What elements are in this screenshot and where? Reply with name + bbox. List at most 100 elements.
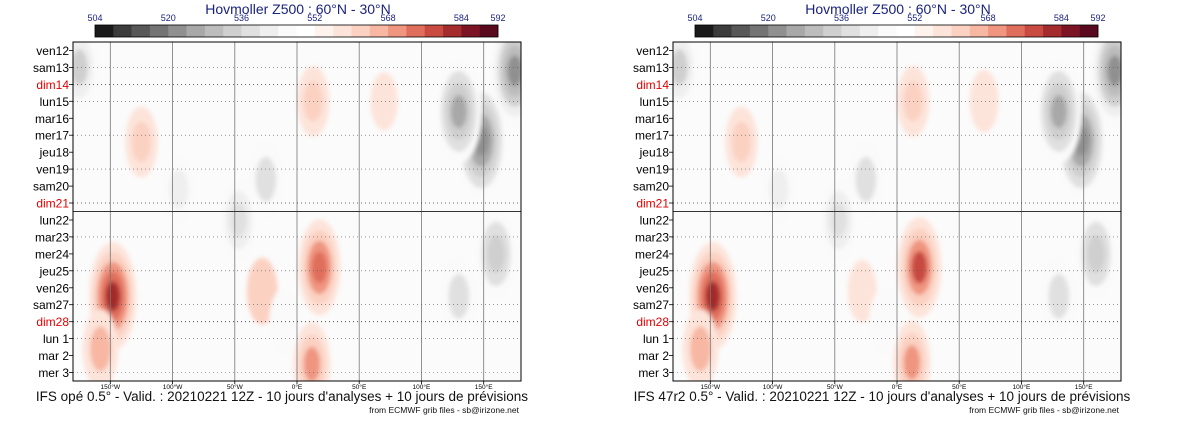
z500-contour-level	[105, 281, 121, 312]
x-tick-label: 150°W	[701, 383, 721, 391]
colorbar-tick-label: 552	[307, 13, 322, 23]
colorbar-swatch	[859, 25, 879, 37]
z500-contour-level	[1107, 55, 1121, 87]
colorbar-swatch	[841, 25, 861, 37]
y-tick-label: sam27	[633, 298, 669, 312]
colorbar-swatch	[914, 25, 934, 37]
colorbar-swatch	[259, 25, 279, 37]
z500-feature	[246, 257, 278, 325]
colorbar-swatch	[896, 25, 916, 37]
hovmoller-chart-ifs-ope: Hovmoller Z500 : 60°N - 30°N 504 520 536 552…	[33, 1, 528, 415]
z500-contour-level	[131, 121, 151, 163]
colorbar-swatch	[314, 25, 334, 37]
chart-credit: from ECMWF grib files - sb@irizone.net	[969, 405, 1119, 415]
z500-contour-level	[1048, 273, 1070, 319]
colorbar-swatch	[1079, 25, 1099, 37]
colorbar-swatch	[479, 25, 499, 37]
colorbar-swatch	[988, 25, 1007, 37]
colorbar-swatch	[95, 25, 114, 37]
y-tick-label: lun 1	[43, 332, 69, 346]
z500-contour-level	[869, 288, 900, 356]
z500-feature	[125, 106, 158, 178]
z500-feature	[475, 207, 517, 300]
colorbar-swatch	[168, 25, 187, 37]
chart-title: Hovmoller Z500 : 60°N - 30°N	[805, 1, 991, 17]
colorbar-swatch	[113, 25, 132, 37]
x-tick-label: 0°E	[892, 383, 903, 391]
chart-footer: IFS opé 0.5° - Valid. : 20210221 12Z - 1…	[36, 389, 528, 404]
chart-footer: IFS 47r2 0.5° - Valid. : 20210221 12Z - …	[634, 389, 1131, 404]
z500-field	[73, 42, 521, 381]
y-tick-label: jeu25	[639, 264, 670, 278]
z500-contour-level	[673, 49, 688, 86]
x-tick-label: 0°E	[292, 383, 303, 391]
colorbar-swatch	[1024, 25, 1044, 37]
colorbar-swatch	[388, 25, 407, 37]
z500-contour-level	[690, 326, 711, 372]
x-tick-label: 100°E	[1013, 383, 1031, 391]
y-tick-label: jeu18	[39, 146, 70, 160]
colorbar-swatch	[823, 25, 842, 37]
z500-feature	[869, 288, 900, 356]
colorbar-tick-label: 536	[234, 13, 249, 23]
y-tick-label: dim28	[636, 315, 669, 329]
z500-feature	[893, 320, 931, 381]
y-tick-label: mer17	[635, 129, 669, 143]
z500-contour-level	[448, 273, 470, 319]
x-tick-label: 50°E	[352, 383, 367, 391]
x-tick-label: 150°E	[475, 383, 493, 391]
z500-feature	[269, 288, 300, 356]
y-tick-label: mar16	[35, 112, 69, 126]
z500-contour-level	[855, 156, 877, 202]
panel-left: Hovmoller Z500 : 60°N - 30°N 504 520 536 552…	[33, 1, 528, 415]
colorbar-swatch	[443, 25, 462, 37]
y-tick-label: ven12	[36, 44, 69, 58]
z500-feature	[82, 309, 119, 381]
y-tick-label: ven19	[36, 163, 69, 177]
colorbar-swatch	[369, 25, 389, 37]
colorbar-swatch	[768, 25, 787, 37]
colorbar-swatch	[1043, 25, 1062, 37]
colorbar-swatch	[969, 25, 989, 37]
y-tick-label: dim28	[36, 315, 69, 329]
z500-feature	[725, 106, 758, 178]
y-tick-label: mar 2	[638, 349, 669, 363]
y-tick-label: lun22	[640, 214, 670, 228]
z500-contour-level	[830, 202, 847, 238]
colorbar-tick-label: 536	[834, 13, 849, 23]
colorbar-swatch	[131, 25, 151, 37]
z500-contour-level	[507, 55, 521, 87]
z500-contour-level	[370, 72, 398, 131]
colorbar-tick-label: 568	[981, 13, 996, 23]
z500-contour-level	[731, 121, 751, 163]
colorbar-swatch	[406, 25, 426, 37]
y-tick-label: sam20	[633, 180, 669, 194]
z500-feature	[1040, 256, 1077, 336]
z500-feature	[293, 322, 331, 381]
colorbar-tick-label: 584	[1054, 13, 1069, 23]
colorbar-swatch	[333, 25, 352, 37]
y-tick-label: lun 1	[643, 332, 669, 346]
colorbar-tick-label: 568	[381, 13, 396, 23]
z500-contour-level	[303, 346, 321, 381]
colorbar-swatch	[786, 25, 806, 37]
y-tick-label: dim21	[636, 197, 669, 211]
z500-feature	[673, 42, 699, 112]
y-tick-label: mer 3	[638, 366, 669, 380]
colorbar-tick-label: 520	[161, 13, 176, 23]
colorbar-frame	[694, 24, 1099, 38]
z500-feature	[162, 154, 195, 225]
z500-contour-level	[911, 251, 928, 284]
x-tick-label: 50°E	[952, 383, 967, 391]
colorbar-tick-label: 552	[907, 13, 922, 23]
colorbar-tick-label: 592	[1090, 13, 1105, 23]
z500-contour-level	[705, 281, 720, 312]
hovmoller-chart-ifs-47r2: Hovmoller Z500 : 60°N - 30°N 504 520 536 552…	[633, 1, 1131, 415]
y-tick-label: sam13	[633, 61, 669, 75]
z500-feature	[897, 217, 942, 318]
z500-feature	[370, 72, 398, 131]
z500-feature	[1075, 207, 1117, 300]
colorbar-tick-label: 504	[687, 13, 702, 23]
y-tick-label: jeu18	[639, 146, 670, 160]
colorbar-swatch	[695, 25, 714, 37]
